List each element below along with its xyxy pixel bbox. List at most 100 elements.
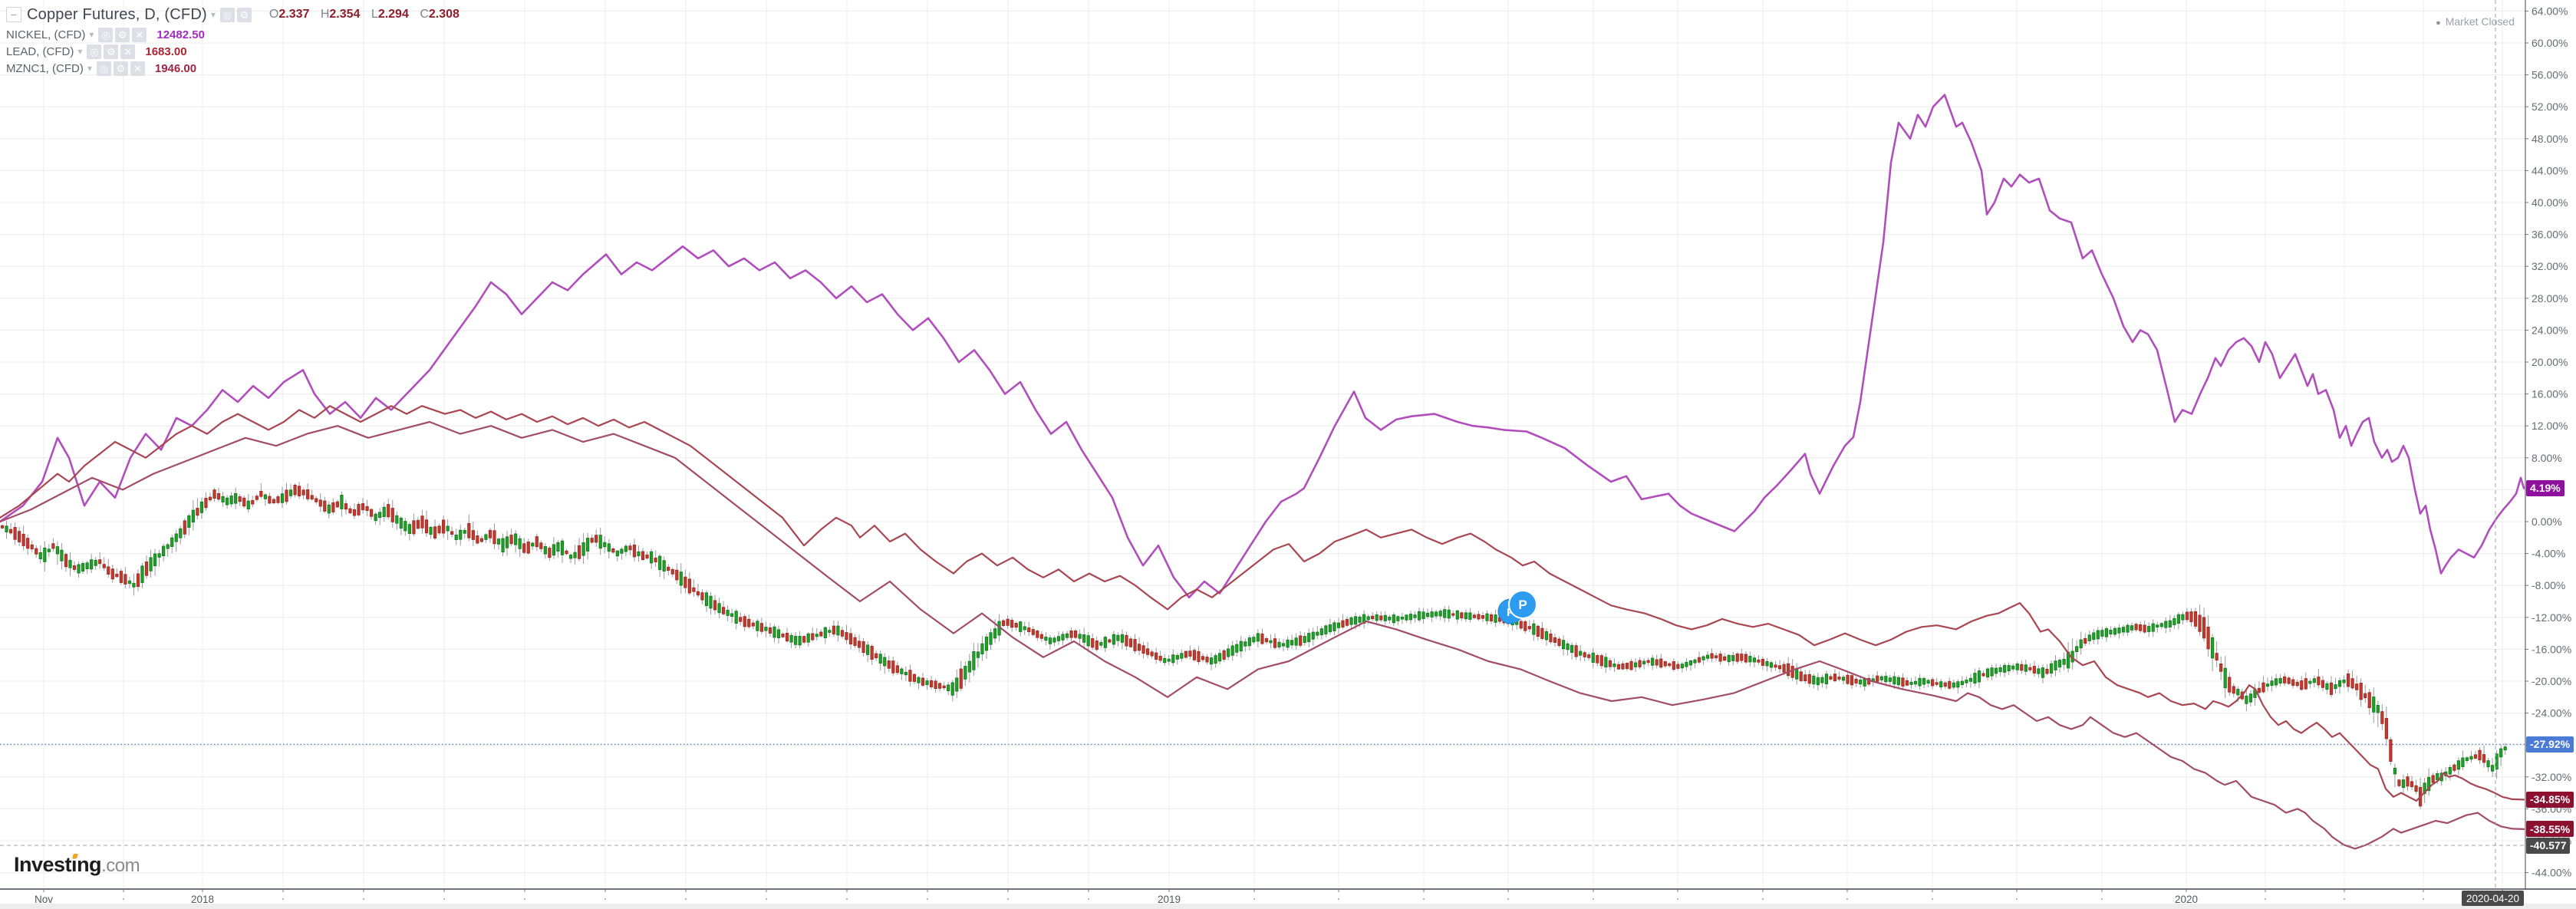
settings-gear-icon[interactable]: ⚙ (104, 44, 119, 59)
symbol-title[interactable]: Copper Futures, D, (CFD) (27, 5, 207, 23)
candle-body (641, 551, 645, 561)
candle-body (1939, 681, 1943, 688)
candle-body (2015, 663, 2019, 670)
close-icon[interactable]: ✕ (132, 27, 147, 42)
candle-body (734, 611, 738, 624)
candle-body (1591, 652, 1595, 664)
event-marker-p[interactable]: PP (1497, 590, 1537, 624)
time-axis[interactable]: Nov 2018 2019 2020 (0, 888, 2576, 905)
candle-body (1184, 650, 1188, 658)
candle-body (404, 521, 407, 532)
candle-body (526, 542, 530, 554)
price-axis[interactable]: 64.00% 60.00% 56.00% 52.00% 48.00% 44.00% 40.0… (2525, 0, 2571, 889)
time-minor-dot (1593, 898, 1594, 900)
candle-body (140, 565, 144, 583)
candle-body (590, 538, 594, 543)
candle-body (964, 666, 967, 680)
candle-body (2147, 626, 2151, 632)
candle-body (2448, 767, 2452, 775)
candle-body (204, 498, 208, 509)
candle-body (110, 568, 114, 580)
candle-body (1218, 653, 1222, 662)
candle-body (764, 627, 768, 631)
candle-body (1264, 638, 1269, 643)
chevron-down-icon[interactable]: ▾ (89, 29, 94, 40)
candle-body (1994, 667, 1998, 674)
candle-body (1680, 664, 1684, 669)
candle-body (1527, 626, 1531, 630)
candle-body (2329, 682, 2334, 695)
candle-body (1281, 643, 1286, 647)
candle-body (2325, 683, 2329, 690)
candle-body (722, 607, 726, 614)
candle-body (836, 625, 840, 636)
candle-body (806, 633, 810, 643)
candle-body (2486, 760, 2490, 768)
price-tick-label: 0.00% (2532, 515, 2562, 528)
visibility-icon[interactable]: ◎ (87, 44, 102, 59)
compare-symbol-label[interactable]: MZNC1, (CFD) (6, 61, 84, 75)
candle-body (522, 543, 526, 553)
candle-body (2109, 630, 2113, 635)
candle-body (1905, 680, 1909, 686)
chevron-down-icon[interactable]: ▾ (210, 9, 216, 20)
collapse-legend-button[interactable]: − (6, 7, 21, 22)
candle-body (208, 496, 212, 501)
chevron-down-icon[interactable]: ▾ (87, 63, 92, 74)
visibility-icon[interactable]: ◎ (219, 7, 235, 22)
candle-body (2261, 682, 2265, 693)
visibility-icon[interactable]: ◎ (96, 61, 111, 76)
candle-body (675, 569, 679, 581)
candle-body (1723, 656, 1727, 661)
candle-body (993, 628, 997, 639)
candle-body (726, 609, 730, 616)
close-label: C (420, 8, 429, 21)
candle-body (94, 559, 97, 566)
candle-body (2164, 621, 2168, 628)
candle-body (268, 496, 272, 504)
candle-body (136, 573, 140, 588)
candle-body (318, 499, 322, 507)
logo-text-tail: ng (77, 853, 102, 876)
candle-body (2193, 611, 2198, 627)
candle-body (2465, 757, 2469, 761)
candle-body (2248, 693, 2252, 703)
candle-body (1345, 619, 1349, 626)
chevron-down-icon[interactable]: ▾ (77, 46, 83, 57)
candle-body (1685, 661, 1688, 667)
close-icon[interactable]: ✕ (130, 61, 145, 76)
candle-body (1128, 638, 1133, 647)
settings-gear-icon[interactable]: ⚙ (236, 7, 252, 22)
candle-body (857, 641, 861, 648)
price-tick-label: 32.00% (2532, 260, 2568, 272)
candle-body (1408, 614, 1413, 621)
candle-body (1485, 613, 1489, 621)
time-minor-dot (1338, 898, 1339, 900)
compare-symbol-label[interactable]: NICKEL, (CFD) (6, 28, 86, 41)
candle-body (1273, 638, 1277, 648)
candle-body (1125, 634, 1128, 647)
candle-body (1086, 635, 1090, 647)
candle-body (1727, 654, 1731, 663)
candle-body (2456, 760, 2460, 770)
candle-body (1443, 609, 1447, 618)
candle-body (382, 506, 386, 517)
candle-body (13, 527, 17, 540)
candle-body (1366, 616, 1370, 621)
candle-body (1748, 656, 1752, 663)
close-icon[interactable]: ✕ (120, 44, 136, 59)
candle-body (327, 504, 331, 514)
settings-gear-icon[interactable]: ⚙ (113, 61, 128, 76)
investing-logo[interactable]: Investing.com (14, 853, 140, 877)
candle-body (2406, 776, 2410, 787)
candle-body (77, 564, 81, 574)
candle-body (1544, 631, 1549, 641)
compare-symbol-label[interactable]: LEAD, (CFD) (6, 44, 74, 58)
axis-badge: 4.19% (2526, 479, 2564, 496)
candle-body (2037, 668, 2041, 674)
candle-body (1532, 623, 1536, 635)
candle-body (1536, 625, 1540, 637)
visibility-icon[interactable]: ◎ (98, 27, 114, 42)
settings-gear-icon[interactable]: ⚙ (115, 27, 130, 42)
